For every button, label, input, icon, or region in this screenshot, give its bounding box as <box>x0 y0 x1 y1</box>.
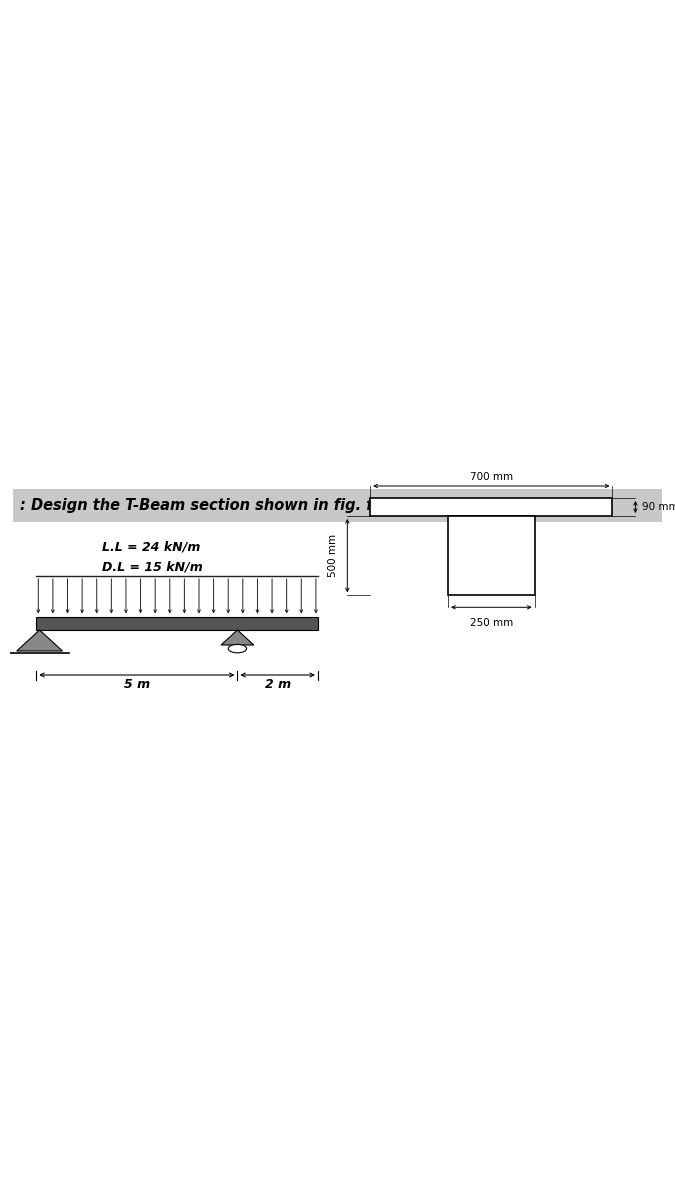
Polygon shape <box>221 630 254 646</box>
Text: 5 m: 5 m <box>124 678 150 691</box>
Circle shape <box>228 644 246 653</box>
Text: 500 mm: 500 mm <box>327 534 338 577</box>
Bar <box>14 490 662 522</box>
Text: 250 mm: 250 mm <box>470 618 513 628</box>
Bar <box>370 498 612 516</box>
Polygon shape <box>17 630 63 650</box>
FancyBboxPatch shape <box>3 440 672 746</box>
Bar <box>448 516 535 595</box>
Text: 2 m: 2 m <box>265 678 291 691</box>
Text: L.L = 24 kN/m: L.L = 24 kN/m <box>102 540 200 553</box>
Bar <box>36 617 318 630</box>
Text: 90 mm: 90 mm <box>642 502 675 512</box>
Text: : Design the T-Beam section shown in fig. f’c=24 Mpa , fy=414 Mpa.: : Design the T-Beam section shown in fig… <box>20 498 580 514</box>
Text: D.L = 15 kN/m: D.L = 15 kN/m <box>102 560 202 574</box>
Text: 700 mm: 700 mm <box>470 472 513 481</box>
